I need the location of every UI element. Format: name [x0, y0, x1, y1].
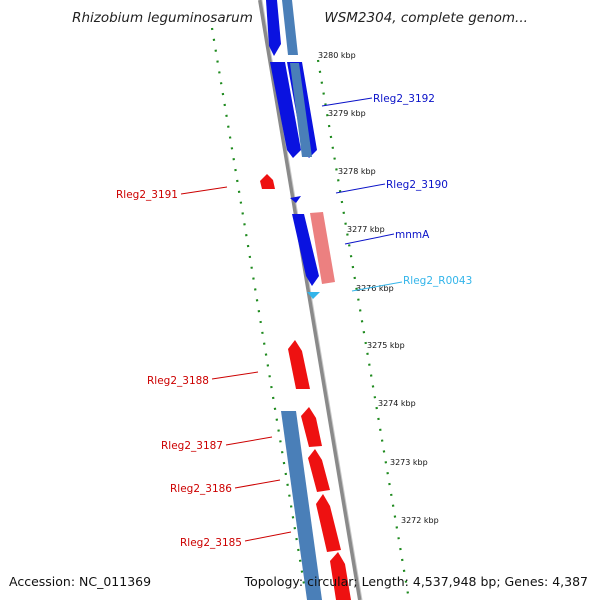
scale-tick-label: 3274 kbp: [378, 399, 416, 408]
forward-cds[interactable]: [290, 196, 301, 203]
backbone-ring: [258, 0, 362, 600]
reverse-cds[interactable]: [310, 212, 335, 284]
gc-track: [281, 0, 322, 600]
gene-label-reverse[interactable]: Rleg2_3188: [147, 375, 209, 387]
leader-line: [234, 479, 281, 489]
gene-label-reverse[interactable]: Rleg2_3191: [116, 189, 178, 201]
topology-info: Topology: circular; Length: 4,537,948 bp…: [244, 574, 588, 589]
scale-tick-label: 3273 kbp: [390, 458, 428, 467]
leader-line: [335, 183, 386, 194]
forward-cds[interactable]: [266, 0, 281, 56]
gene-label-rna[interactable]: Rleg2_R0043: [403, 275, 472, 287]
leader-line: [351, 281, 403, 292]
gene-label-forward[interactable]: mnmA: [395, 229, 430, 241]
reverse-cds[interactable]: [308, 449, 330, 492]
reverse-cds-track: [260, 174, 351, 600]
gc-segment: [290, 63, 312, 157]
gene-label-reverse[interactable]: Rleg2_3185: [180, 537, 242, 549]
scale-tick-label: 3272 kbp: [401, 516, 439, 525]
scale-tick-label: 3280 kbp: [318, 51, 356, 60]
leader-line: [211, 371, 259, 380]
reverse-cds[interactable]: [330, 552, 351, 600]
gene-label-forward[interactable]: Rleg2_3190: [386, 179, 448, 191]
outer-dotted-ring-left: [210, 27, 307, 591]
leader-line: [180, 186, 228, 195]
leader-line: [225, 436, 273, 446]
reverse-cds[interactable]: [288, 340, 310, 389]
gene-label-reverse[interactable]: Rleg2_3186: [170, 483, 232, 495]
rna-feature[interactable]: [307, 292, 320, 299]
accession-text: Accession: NC_011369: [9, 574, 152, 589]
gene-label-forward[interactable]: Rleg2_3192: [373, 93, 435, 105]
scale-tick-label: 3279 kbp: [328, 109, 366, 118]
outer-dotted-ring-right: [316, 59, 410, 595]
leader-line: [344, 233, 395, 245]
scale-tick-label: 3275 kbp: [367, 341, 405, 350]
leader-line: [244, 531, 292, 542]
gc-segment: [281, 411, 322, 600]
forward-cds[interactable]: [270, 62, 301, 158]
leader-lines: [180, 97, 403, 542]
reverse-cds[interactable]: [260, 174, 275, 189]
gene-label-reverse[interactable]: Rleg2_3187: [161, 440, 223, 452]
scale-tick-label: 3278 kbp: [338, 167, 376, 176]
gc-segment: [282, 0, 298, 55]
scale-labels: 3280 kbp 3279 kbp 3278 kbp 3277 kbp 3276…: [318, 51, 439, 525]
gene-labels: Rleg2_3192 Rleg2_3190 mnmA Rleg2_R0043 R…: [116, 93, 472, 549]
forward-cds[interactable]: [292, 214, 319, 286]
reverse-cds[interactable]: [301, 407, 322, 447]
scale-tick-label: 3276 kbp: [356, 284, 394, 293]
scale-tick-label: 3277 kbp: [347, 225, 385, 234]
reverse-cds[interactable]: [316, 494, 341, 552]
leader-line: [321, 97, 373, 107]
